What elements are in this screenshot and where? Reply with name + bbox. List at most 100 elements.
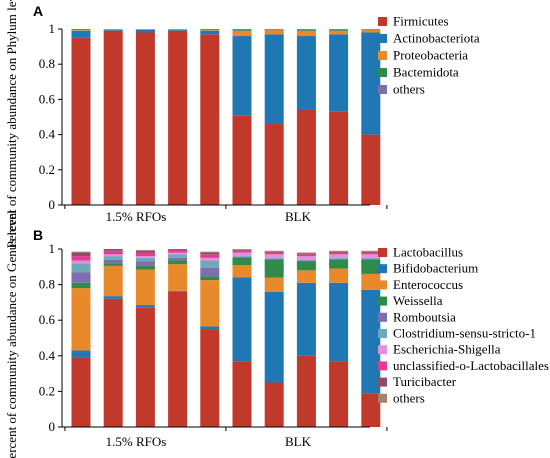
bar-segment-9-sample-8 [296, 253, 316, 255]
bar-segment-8-sample-1 [71, 256, 91, 261]
panel-b-letter: B [33, 227, 43, 243]
bar-segment-1-sample-6 [232, 361, 252, 427]
bar-segment-9-sample-3 [135, 250, 155, 253]
legend-swatch-7 [378, 345, 387, 355]
bar-segment-6-sample-4 [168, 254, 188, 258]
bar-segment-4-sample-4 [168, 260, 188, 265]
bar-segment-9-sample-7 [264, 251, 284, 253]
bar-segment-1-sample-10 [361, 134, 381, 205]
bar-segment-6-sample-5 [200, 260, 220, 268]
legend-swatch-4 [378, 296, 387, 306]
bar-segment-3-sample-10 [361, 29, 381, 33]
legend-label-6: Clostridium-sensu-stricto-1 [393, 326, 536, 341]
bar-segment-4-sample-2 [103, 263, 123, 266]
bar-segment-1-sample-5 [200, 329, 220, 427]
bar-segment-7-sample-2 [103, 254, 123, 257]
legend-swatch-10 [378, 393, 387, 403]
legend-swatch-8 [378, 361, 387, 371]
bar-segment-2-sample-7 [264, 34, 284, 125]
bar-segment-3-sample-1 [71, 30, 91, 31]
bar-segment-7-sample-7 [264, 254, 284, 258]
legend-label-5: others [393, 82, 425, 97]
legend-label-2: Actinobacteriota [393, 31, 480, 46]
bar-segment-3-sample-8 [296, 30, 316, 37]
panel-a: A 0 0.2 0.4 0.6 0.8 1 Percent of community ab… [4, 0, 480, 248]
legend-label-3: Enterococcus [393, 277, 463, 292]
bar-segment-3-sample-7 [264, 277, 284, 292]
bar-segment-9-sample-4 [168, 249, 188, 250]
y-tick-label: 0.4 [39, 348, 56, 363]
y-tick-label: 0.2 [39, 162, 55, 177]
bar-segment-6-sample-1 [71, 263, 91, 273]
bar-segment-4-sample-5 [200, 29, 220, 31]
legend-swatch-1 [378, 17, 387, 26]
legend-label-4: Weissella [393, 293, 443, 308]
bar-segment-9-sample-10 [361, 251, 381, 253]
bar-segment-1-sample-2 [103, 30, 123, 206]
bar-segment-1-sample-6 [232, 115, 252, 205]
bar-segment-1-sample-7 [264, 124, 284, 205]
bar-segment-5-sample-6 [232, 257, 252, 258]
bar-segment-7-sample-3 [135, 256, 155, 258]
panel-b-axes: 0 0.2 0.4 0.6 0.8 1 [39, 241, 388, 434]
bar-segment-1-sample-1 [71, 357, 91, 427]
bar-segment-5-sample-2 [103, 259, 123, 264]
bar-segment-1-sample-10 [361, 393, 381, 427]
bar-segment-10-sample-1 [71, 251, 91, 253]
bar-segment-4-sample-10 [361, 259, 381, 274]
bar-segment-1-sample-8 [296, 109, 316, 205]
bar-segment-7-sample-1 [71, 260, 91, 264]
bar-segment-4-sample-9 [329, 259, 349, 269]
legend-swatch-6 [378, 329, 387, 338]
bar-segment-2-sample-8 [296, 282, 316, 356]
panel-b-group-label-rfos: 1.5% RFOs [106, 434, 167, 449]
bar-segment-3-sample-3 [135, 269, 155, 306]
y-tick-label: 0 [49, 197, 56, 212]
bar-segment-6-sample-8 [296, 259, 316, 261]
legend-swatch-4 [378, 68, 387, 77]
bar-segment-10-sample-9 [329, 250, 349, 252]
y-tick-label: 0 [49, 419, 56, 434]
panel-a-y-axis-title: Percent of community abundance on Phylum… [4, 0, 19, 248]
bar-segment-5-sample-10 [361, 258, 381, 260]
bar-segment-3-sample-5 [200, 280, 220, 327]
bar-segment-2-sample-4 [168, 290, 188, 292]
bar-segment-5-sample-4 [168, 257, 188, 261]
bar-segment-3-sample-9 [329, 30, 349, 35]
bar-segment-2-sample-6 [232, 277, 252, 362]
bar-segment-7-sample-8 [296, 256, 316, 260]
legend-swatch-2 [378, 34, 387, 43]
bar-segment-1-sample-3 [135, 307, 155, 427]
y-tick-label: 1 [49, 21, 56, 36]
bar-segment-5-sample-6 [232, 29, 252, 30]
y-tick-label: 0.4 [39, 127, 56, 142]
bar-segment-8-sample-5 [200, 254, 220, 258]
panel-b-group-label-blk: BLK [285, 434, 312, 449]
y-tick-label: 0.8 [39, 277, 55, 292]
bar-segment-4-sample-7 [264, 259, 284, 278]
bar-segment-6-sample-3 [135, 257, 155, 262]
bar-segment-1-sample-5 [200, 34, 220, 205]
bar-segment-3-sample-6 [232, 265, 252, 278]
bar-segment-9-sample-9 [329, 251, 349, 253]
y-tick-label: 0.8 [39, 56, 55, 71]
legend-label-2: Bifidobacterium [393, 261, 478, 276]
bar-segment-6-sample-10 [361, 257, 381, 259]
bar-segment-4-sample-3 [135, 265, 155, 270]
bar-segment-4-sample-10 [361, 29, 381, 30]
bar-segment-3-sample-1 [71, 288, 91, 351]
bar-segment-2-sample-10 [361, 32, 381, 135]
legend-swatch-2 [378, 264, 387, 274]
legend-label-9: Turicibacter [393, 374, 457, 389]
bar-segment-8-sample-9 [329, 252, 349, 255]
bar-segment-4-sample-8 [296, 29, 316, 31]
panel-a-legend: Firmicutes Actinobacteriota Proteobacteria… [378, 14, 480, 97]
bar-segment-5-sample-9 [329, 29, 349, 30]
bar-segment-1-sample-4 [168, 30, 188, 206]
bar-segment-3-sample-8 [296, 270, 316, 283]
bar-segment-1-sample-3 [135, 32, 155, 205]
bar-segment-10-sample-8 [296, 252, 316, 254]
bar-segment-5-sample-7 [264, 258, 284, 260]
bar-segment-9-sample-5 [200, 252, 220, 255]
